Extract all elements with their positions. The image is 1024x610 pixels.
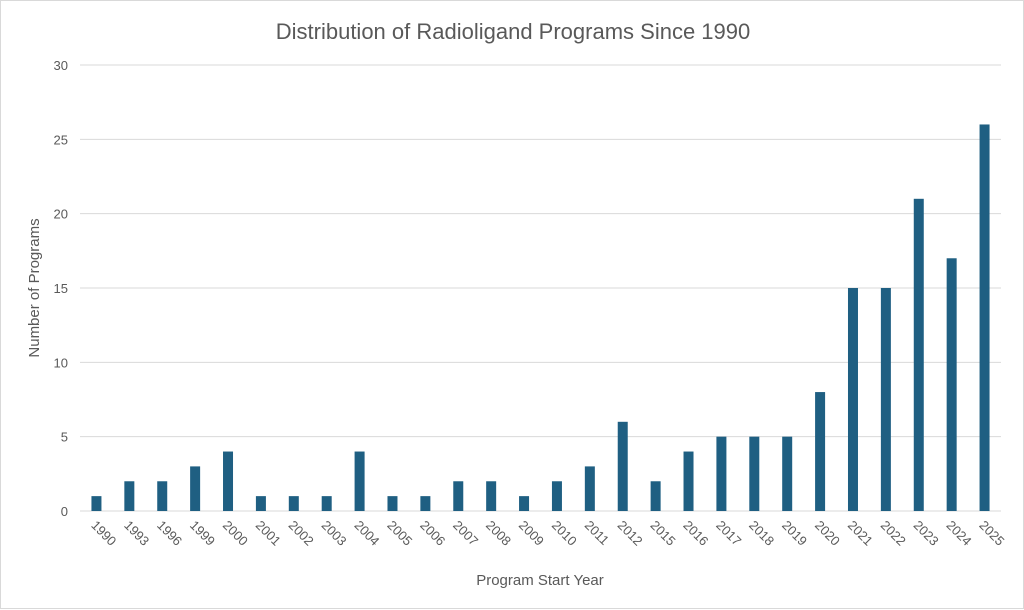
bar-2018	[749, 436, 760, 511]
bar-2006	[420, 496, 431, 511]
bar-2007	[453, 481, 464, 511]
bar-2022	[880, 288, 891, 511]
gridlines	[80, 64, 1001, 512]
y-axis-title: Number of Programs	[26, 218, 43, 357]
bar-2000	[223, 451, 234, 511]
bar-2023	[913, 198, 924, 512]
x-tick-label: 1996	[154, 518, 185, 549]
bar-2020	[815, 392, 826, 511]
x-tick-label: 2001	[253, 518, 284, 549]
x-tick-label: 2010	[549, 518, 580, 549]
bar-2024	[946, 258, 957, 511]
chart-title: Distribution of Radioligand Programs Sin…	[276, 19, 750, 44]
y-tick-label: 0	[61, 504, 68, 519]
x-tick-label: 1990	[88, 518, 119, 549]
x-tick-label: 2008	[483, 518, 514, 549]
x-tick-label: 2023	[911, 518, 942, 549]
x-axis-ticks: 1990 1993 1996 1999 2000 2001 2002 2003 2004 2005…	[88, 518, 1007, 549]
bar-1996	[157, 481, 168, 511]
x-tick-label: 2016	[680, 518, 711, 549]
x-tick-label: 2019	[779, 518, 810, 549]
bar-2004	[354, 451, 365, 511]
x-tick-label: 2021	[845, 518, 876, 549]
bar-2003	[321, 496, 332, 511]
bar-2002	[288, 496, 299, 511]
y-tick-label: 20	[54, 207, 68, 222]
bar-2005	[387, 496, 398, 511]
x-tick-label: 2017	[713, 518, 744, 549]
x-tick-label: 2011	[582, 518, 612, 548]
bar-2019	[782, 436, 793, 511]
bar-2009	[519, 496, 530, 511]
x-tick-label: 2025	[976, 518, 1007, 549]
x-tick-label: 2009	[516, 518, 547, 549]
x-tick-label: 1993	[121, 518, 152, 549]
x-tick-label: 2003	[319, 518, 350, 549]
bar-2008	[486, 481, 497, 511]
bar-2017	[716, 436, 727, 511]
bar-1999	[190, 466, 201, 511]
x-tick-label: 2024	[944, 518, 975, 549]
bar-2012	[617, 421, 628, 511]
bar-2010	[551, 481, 562, 511]
x-tick-label: 2006	[417, 518, 448, 549]
x-tick-label: 2004	[351, 518, 382, 549]
bar-1990	[91, 496, 102, 511]
x-tick-label: 2012	[615, 518, 646, 549]
x-tick-label: 2000	[220, 518, 251, 549]
bars	[91, 124, 990, 512]
x-tick-label: 1999	[187, 518, 218, 549]
bar-1993	[124, 481, 135, 511]
x-tick-label: 2007	[450, 518, 481, 549]
y-tick-label: 25	[54, 132, 68, 147]
bar-2001	[255, 496, 266, 511]
bar-2025	[979, 124, 990, 511]
x-tick-label: 2005	[384, 518, 415, 549]
y-axis-ticks: 0 5 10 15 20 25 30	[54, 58, 68, 519]
x-tick-label: 2020	[812, 518, 843, 549]
y-tick-label: 15	[54, 281, 68, 296]
y-tick-label: 30	[54, 58, 68, 73]
bar-2021	[847, 288, 858, 511]
bar-2016	[683, 451, 694, 511]
bar-2011	[584, 466, 595, 511]
x-axis-title: Program Start Year	[476, 572, 604, 589]
bar-2015	[650, 481, 661, 511]
x-tick-label: 2022	[878, 518, 909, 549]
y-tick-label: 10	[54, 355, 68, 370]
x-tick-label: 2018	[746, 518, 777, 549]
y-tick-label: 5	[61, 430, 68, 445]
x-tick-label: 2015	[648, 518, 679, 549]
x-tick-label: 2002	[286, 518, 317, 549]
